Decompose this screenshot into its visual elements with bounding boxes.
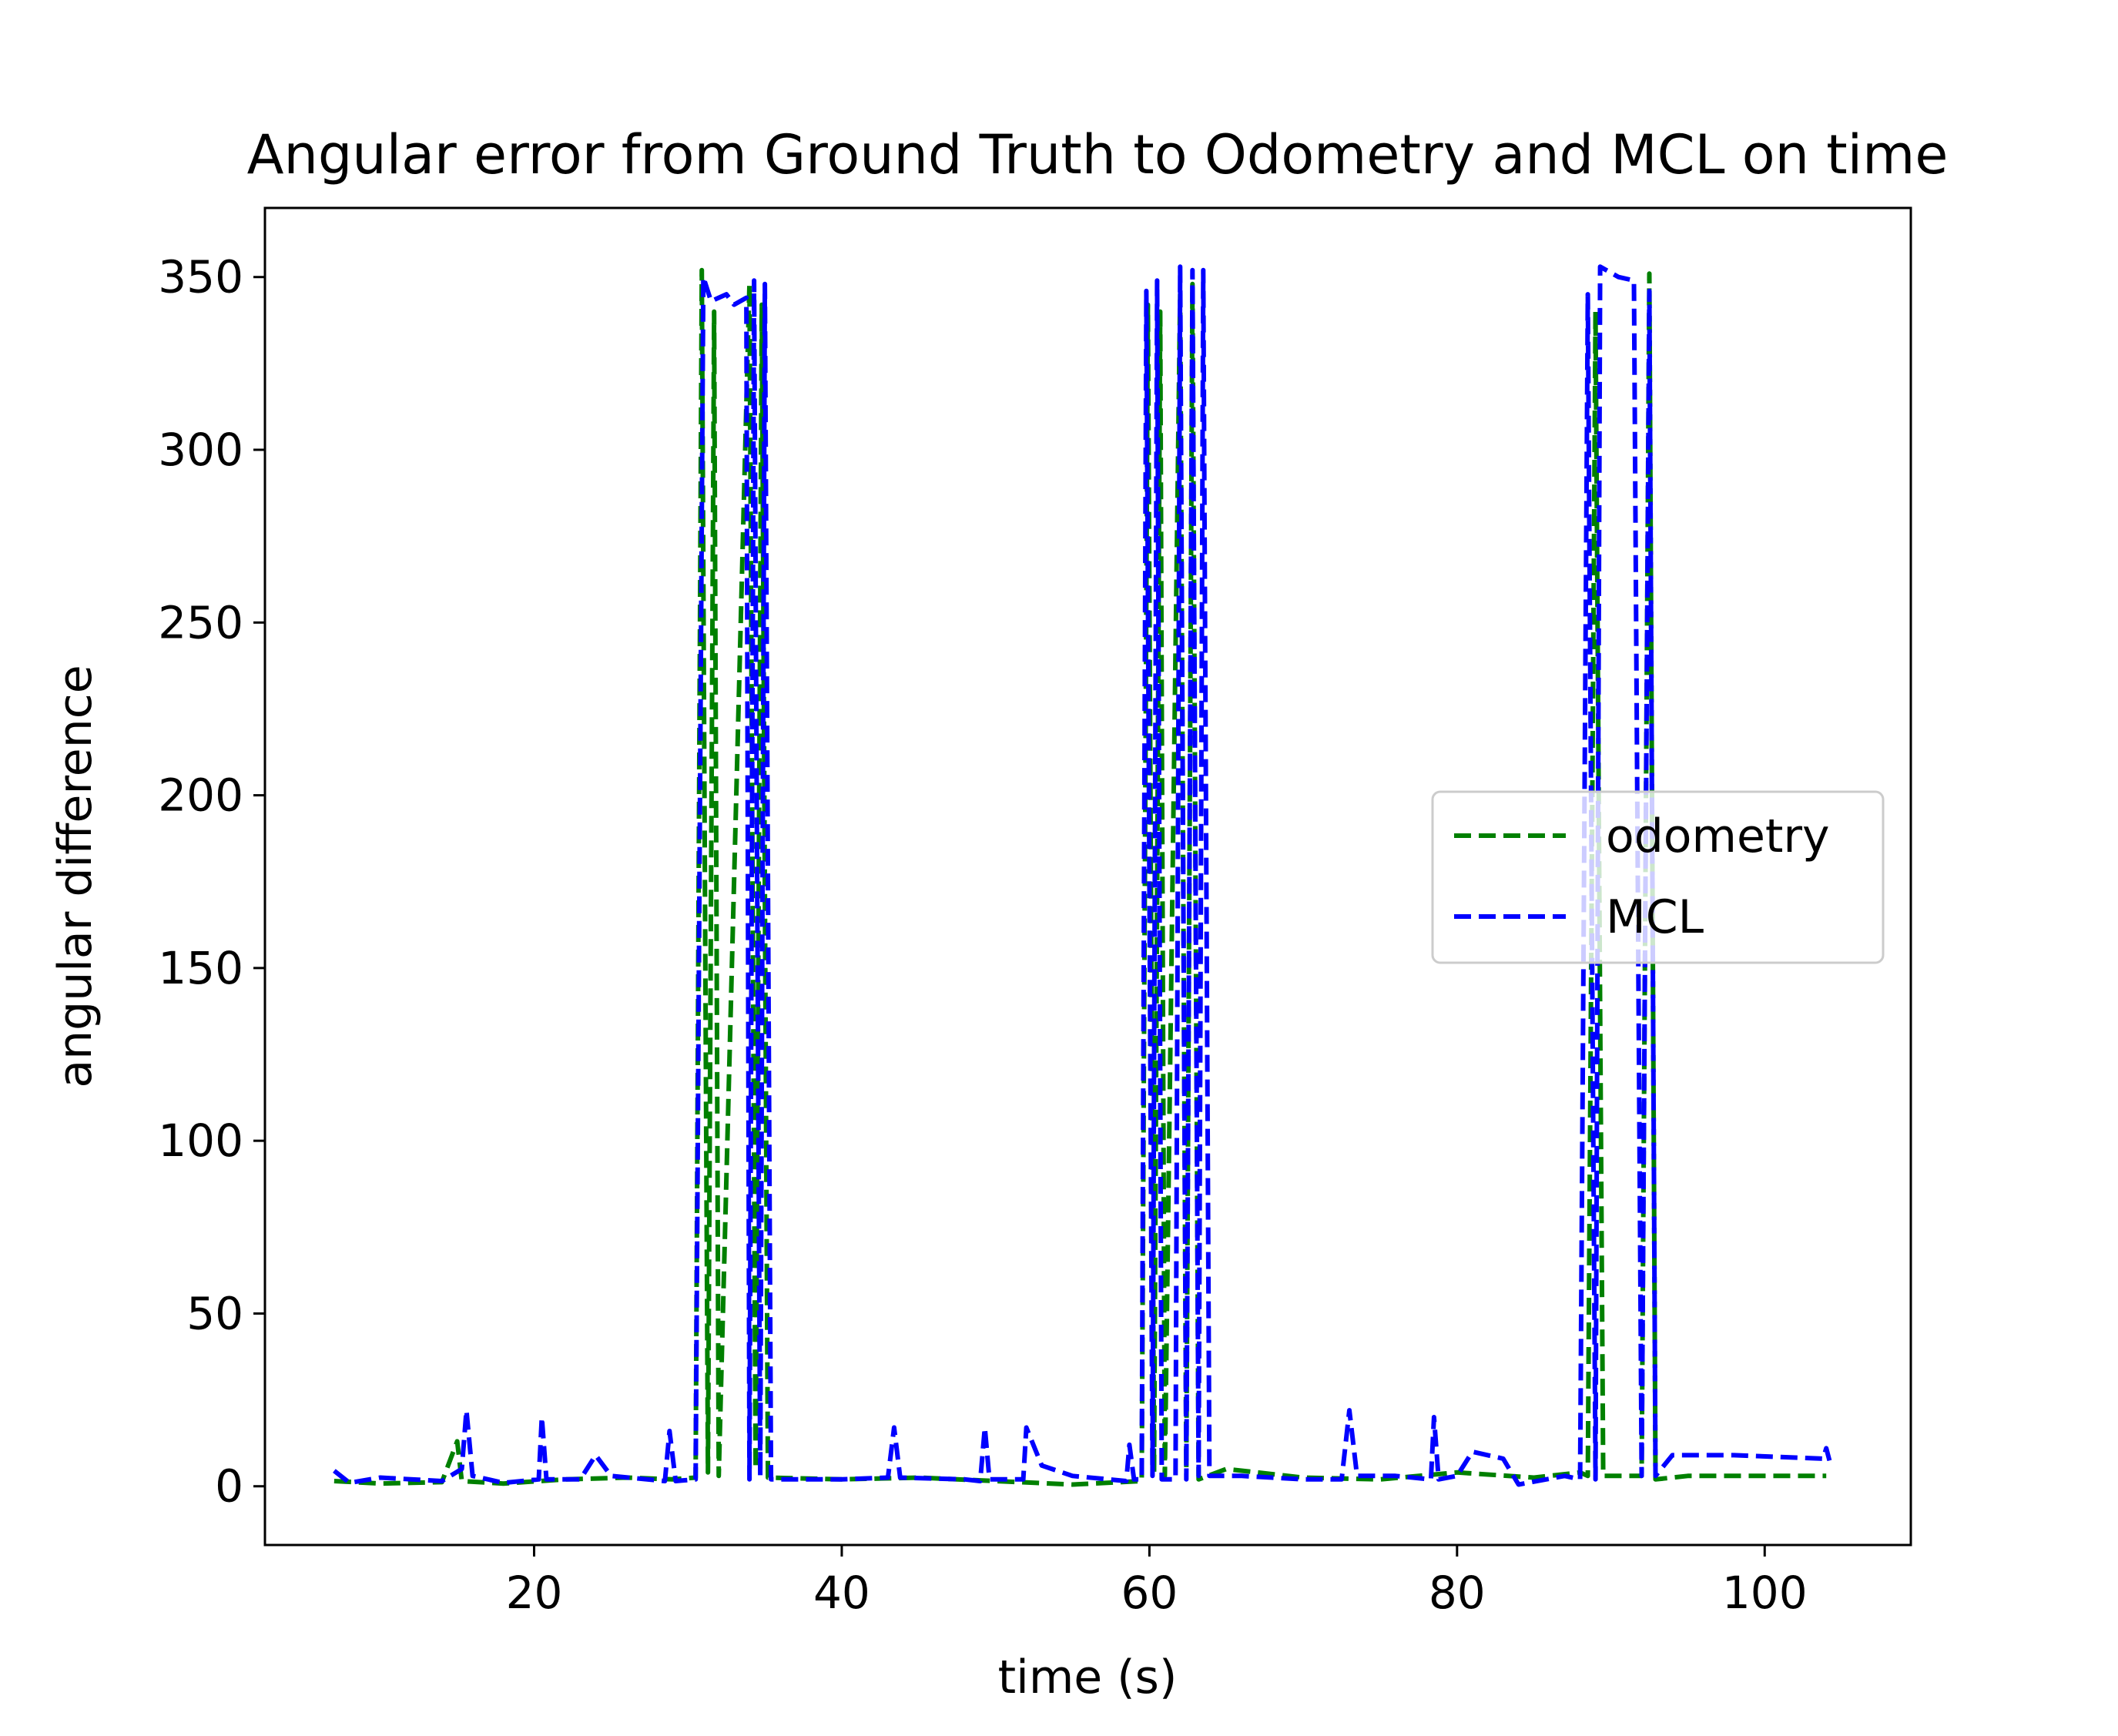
y-tick-label: 350 (158, 251, 243, 303)
y-tick-label: 100 (158, 1114, 243, 1167)
x-axis-label: time (s) (998, 1651, 1178, 1704)
y-tick-label: 50 (186, 1287, 243, 1339)
y-tick-label: 250 (158, 596, 243, 648)
x-tick-label: 40 (813, 1567, 870, 1619)
legend-label-mcl: MCL (1606, 890, 1704, 944)
x-tick-label: 80 (1429, 1567, 1486, 1619)
ticks-layer: 20 40 60 80 100 0 50 100 150 200 250 300 350 (158, 251, 1807, 1619)
legend: odometry MCL (1431, 790, 1885, 964)
y-tick-label: 300 (158, 424, 243, 476)
y-tick-label: 0 (215, 1460, 243, 1513)
y-tick-label: 200 (158, 769, 243, 822)
legend-box (1431, 790, 1885, 964)
x-tick-label: 100 (1722, 1567, 1808, 1619)
plot-frame (263, 206, 1912, 1547)
legend-label-odometry: odometry (1606, 809, 1830, 863)
x-tick-label: 20 (506, 1567, 563, 1619)
y-tick-label: 150 (158, 942, 243, 994)
chart-title: Angular error from Ground Truth to Odome… (247, 123, 1949, 186)
y-axis-label: angular difference (49, 665, 102, 1088)
series-line-mcl (333, 264, 1834, 1487)
lines-layer (333, 264, 1834, 1487)
x-tick-label: 60 (1121, 1567, 1178, 1619)
